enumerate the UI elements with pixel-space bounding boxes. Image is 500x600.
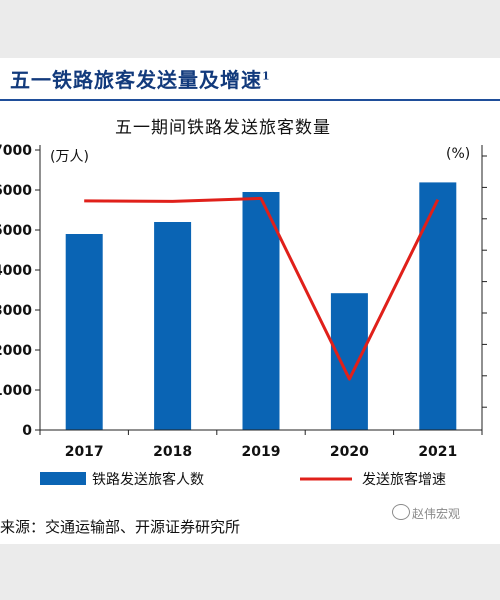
axes	[39, 145, 483, 431]
bar	[242, 192, 280, 430]
watermark-text: 赵伟宏观	[412, 507, 461, 521]
combo-chart: 01000200030004000500060007000 2017201820…	[0, 143, 487, 488]
page-title: 五一铁路旅客发送量及增速1	[10, 64, 271, 93]
left-axis-tick-label: 1000	[0, 383, 32, 399]
left-axis-tick-label: 6000	[0, 183, 32, 199]
legend-bar-swatch	[40, 472, 86, 485]
legend-line-label: 发送旅客增速	[362, 471, 446, 488]
page-title-footnote: 1	[262, 69, 271, 83]
top-band	[0, 0, 500, 58]
left-axis: 0 1000 2000 3000 4000 5000 6000 7000	[0, 143, 40, 439]
line-series	[84, 196, 440, 381]
x-axis-label: 2019	[242, 444, 281, 460]
right-axis	[482, 155, 487, 408]
left-axis-tick-label: 5000	[0, 223, 32, 239]
legend: 铁路发送旅客人数 发送旅客增速	[40, 471, 446, 488]
x-axis-label: 2017	[65, 444, 104, 460]
left-axis-tick-label: 2000	[0, 343, 32, 359]
wechat-icon	[392, 504, 410, 520]
watermark: 赵伟宏观	[392, 504, 461, 522]
left-axis-unit: (万人)	[50, 149, 89, 165]
bar	[65, 234, 103, 430]
x-axis-label: 2018	[153, 444, 192, 460]
bottom-band	[0, 544, 500, 600]
bar	[154, 222, 192, 430]
bar	[330, 293, 368, 430]
left-axis-tick-label: 0	[22, 423, 32, 439]
left-axis-tick-label: 7000	[0, 143, 32, 159]
source-note: 来源：交通运输部、开源证券研究所	[0, 518, 241, 536]
x-axis-label: 2021	[418, 444, 457, 460]
title-rule	[0, 99, 500, 101]
page-title-text: 五一铁路旅客发送量及增速	[10, 68, 262, 92]
x-axis-labels: 2017 2018 2019 2020 2021	[39, 430, 483, 460]
left-axis-tick-label: 3000	[0, 303, 32, 319]
right-axis-unit: (%)	[446, 146, 471, 162]
x-axis-label: 2020	[330, 444, 369, 460]
chart-title: 五一期间铁路发送旅客数量	[115, 118, 331, 138]
left-axis-tick-label: 4000	[0, 263, 32, 279]
growth-line	[84, 196, 440, 381]
bar	[419, 182, 457, 430]
bar-series	[65, 182, 457, 430]
legend-bar-label: 铁路发送旅客人数	[92, 471, 204, 488]
